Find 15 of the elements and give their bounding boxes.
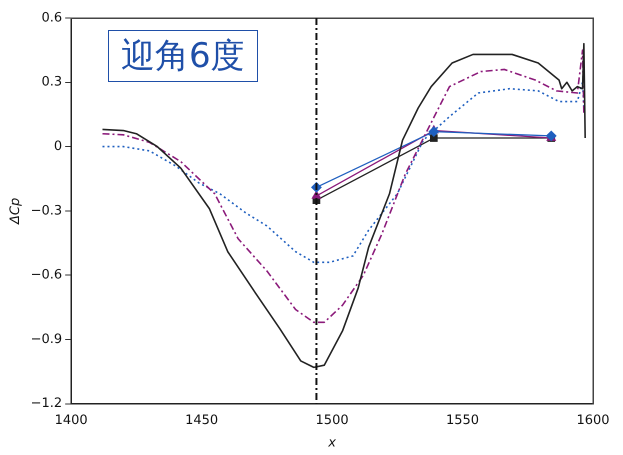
y-tick-label: 0 [54,138,62,154]
annotation: 迎角6度 [108,30,258,82]
y-tick-label: −0.3 [30,203,62,218]
x-tick-label: 1550 [446,412,480,428]
y-tick-label: −0.9 [30,332,62,347]
x-axis-title: x [327,436,336,451]
y-axis-title: ΔCp [8,198,24,226]
y-tick-label: −1.2 [30,396,62,412]
y-tick-label: 0.6 [41,10,62,26]
x-tick-label: 1450 [185,412,218,428]
x-tick-label: 1600 [576,412,610,428]
x-tick-label: 1500 [316,412,349,428]
y-tick-label: 0.3 [41,74,62,90]
x-tick-label: 1400 [54,412,88,428]
y-tick-label: −0.6 [30,268,62,283]
